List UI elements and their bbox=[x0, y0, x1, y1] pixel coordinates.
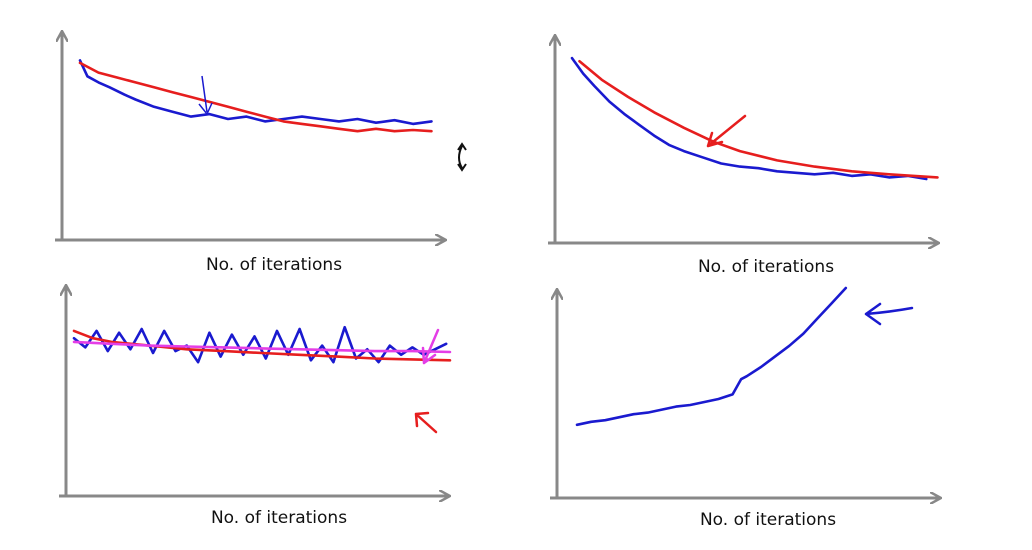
blue-left-arrow-annotation bbox=[864, 302, 914, 326]
series-line-2 bbox=[72, 329, 452, 362]
x-axis-label: No. of iterations bbox=[700, 510, 836, 530]
small-down-arrow-annotation bbox=[198, 75, 213, 116]
chart-panel-1: No. of iterations bbox=[55, 32, 467, 275]
chart-panel-2: No. of iterations bbox=[548, 36, 938, 277]
red-small-arrow-annotation bbox=[414, 411, 438, 434]
series-line-1 bbox=[78, 59, 433, 126]
red-arrow-annotation bbox=[706, 114, 747, 148]
x-axis-label: No. of iterations bbox=[206, 255, 342, 275]
x-axis-label: No. of iterations bbox=[698, 257, 834, 277]
series-line-1 bbox=[570, 56, 928, 181]
double-arrow-annotation bbox=[457, 142, 467, 172]
series-line-1 bbox=[575, 286, 848, 427]
x-axis-label: No. of iterations bbox=[211, 508, 347, 528]
series-line-2 bbox=[78, 61, 433, 133]
series-line-2 bbox=[578, 59, 939, 179]
chart-panel-4: No. of iterations bbox=[550, 286, 940, 530]
chart-panel-3: No. of iterations bbox=[59, 286, 452, 528]
magenta-arrow-annotation bbox=[421, 328, 440, 365]
series-line-3 bbox=[72, 340, 452, 354]
